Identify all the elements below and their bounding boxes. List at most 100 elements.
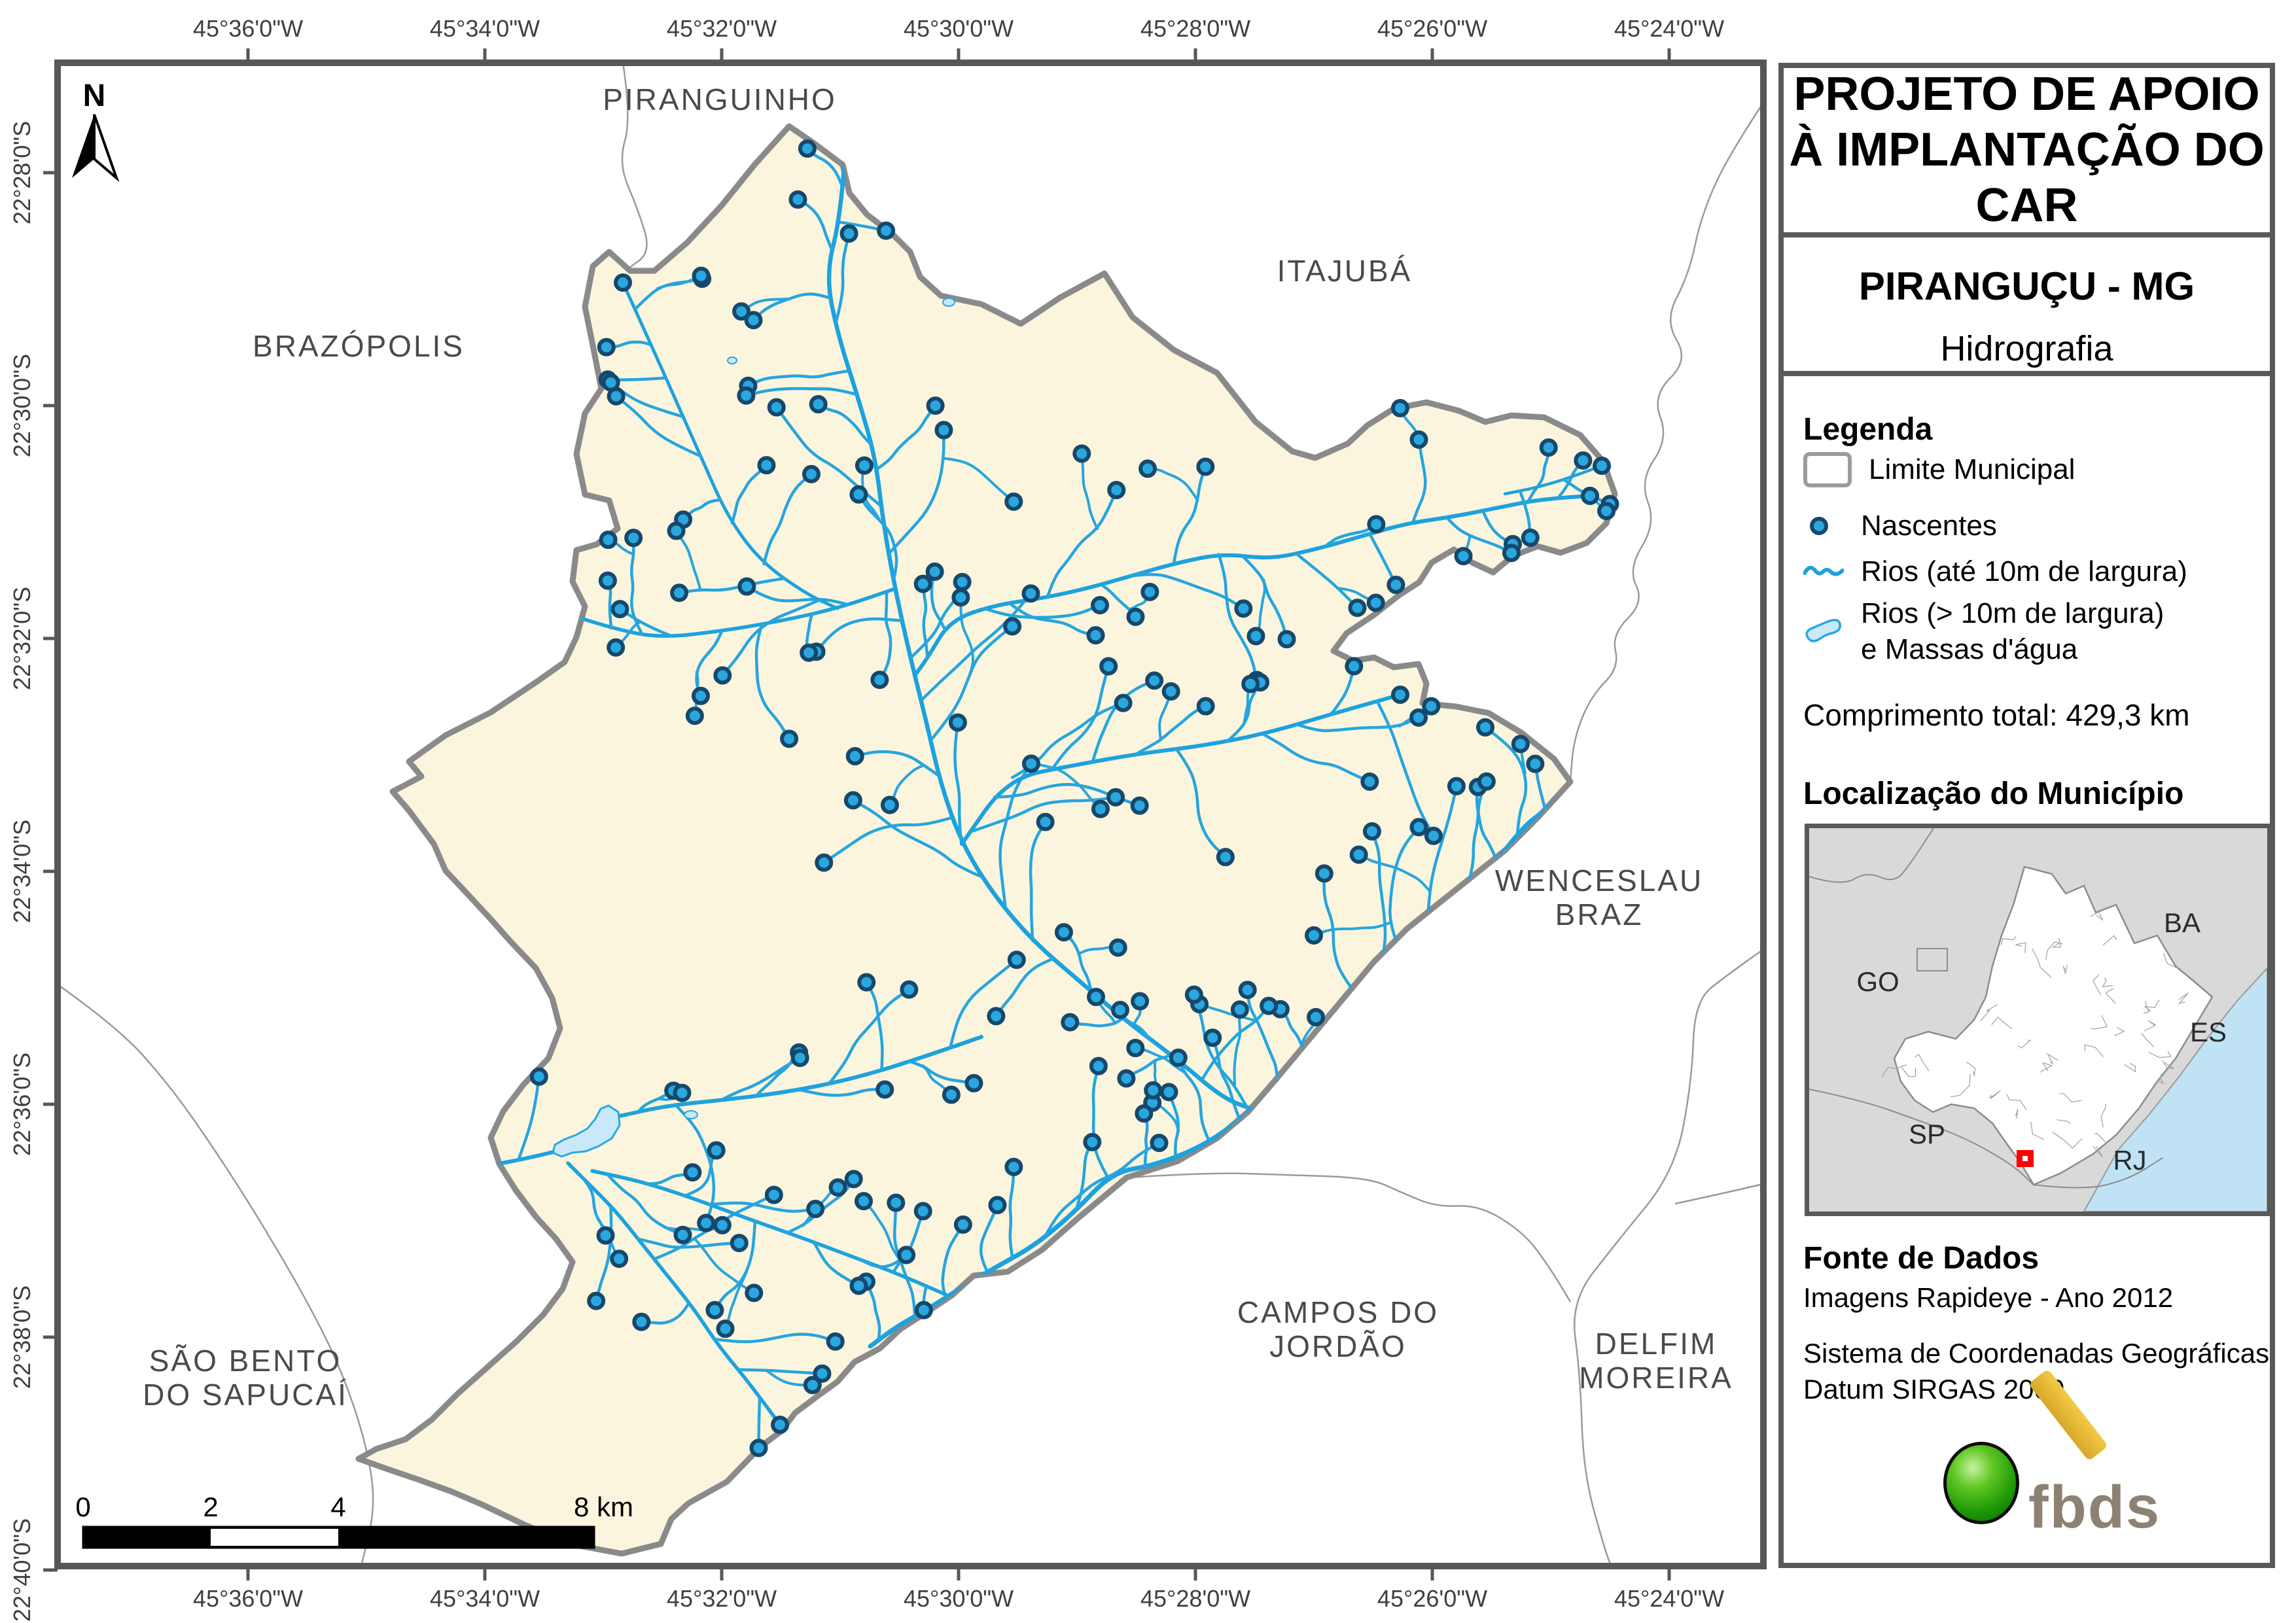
nascente-dot [596,1226,615,1245]
nascente-dot [1196,457,1215,476]
nascente-dot [1386,576,1405,595]
nascente-dot [607,387,626,406]
nascente-dot [870,671,889,689]
latitude-label: 22°36'0"S [9,1053,35,1156]
longitude-label: 45°34'0"W [430,1585,540,1612]
nascente-dot [1246,627,1265,646]
neighbor-label: JORDÃO [1269,1329,1407,1363]
longitude-label: 45°36'0"W [193,1585,303,1612]
state-label: BA [2164,907,2200,938]
spring-dot-icon [1810,516,1828,535]
latitude-label: 22°38'0"S [9,1285,35,1389]
water-body-icon [1805,619,1841,642]
nascente-dot [951,588,970,607]
north-arrow-icon [72,114,94,178]
longitude-label: 45°28'0"W [1140,15,1250,42]
nascente-dot [1150,1134,1169,1153]
nascente-dot [685,707,704,725]
nascente-dot [1108,938,1127,957]
nascente-dot [737,577,756,596]
nascente-dot [1086,626,1105,645]
nascente-dot [849,485,868,504]
longitude-label: 45°36'0"W [193,15,303,42]
nascente-dot [598,571,617,590]
nascente-dot [692,266,711,285]
nascente-dot [813,1364,832,1383]
nascente-dot [855,456,874,475]
nascente-dot [1277,630,1296,649]
nascente-dot [767,398,786,417]
nascente-dot [1184,985,1203,1004]
longitude-label: 45°32'0"W [667,1585,777,1612]
scale-bar [82,1526,595,1549]
nascente-dot [857,973,876,992]
nascente-dot [771,1416,789,1434]
nascente-dot [1574,451,1593,470]
latitude-label: 22°40'0"S [9,1518,35,1622]
nascente-dot [1107,481,1126,500]
nascente-dot [1072,444,1091,463]
nascente-dot [1409,430,1428,449]
legend-item-nascentes: Nascentes [1803,508,1997,544]
municipality-box: PIRANGUÇU - MG Hidrografia [1784,237,2270,376]
latitude-label: 22°28'0"S [9,121,35,224]
longitude-label: 45°26'0"W [1377,1585,1487,1612]
scale-label: 2 [203,1492,218,1522]
municipal-boundary-icon [1803,451,1852,487]
river-line-icon [1803,565,1844,576]
nascente-dot [1345,657,1364,676]
nascente-dot [1036,812,1055,831]
nascente-dot [1454,547,1473,566]
neighbor-label: BRAZÓPOLIS [253,329,465,363]
data-source-heading: Fonte de Dados [1803,1241,2040,1276]
nascente-dot [1348,599,1367,618]
nascente-dot [1539,438,1558,457]
nascente-dot [802,464,821,483]
longitude-label: 45°34'0"W [430,15,540,42]
data-source-line1: Imagens Rapideye - Ano 2012 [1803,1282,2174,1313]
legend-label: Rios (> 10m de largura) e Massas d'água [1861,597,2164,665]
nascente-dot [815,853,834,872]
nascente-dot [914,1300,933,1319]
nascente-dot [1521,528,1540,547]
nascente-dot [1241,674,1260,693]
nascente-dot [953,1215,972,1234]
logo-globe-icon [1943,1442,2019,1524]
nascente-dot [875,1080,894,1099]
nascente-dot [1004,1157,1023,1176]
total-length: Comprimento total: 429,3 km [1803,698,2190,732]
legend-item-limite: Limite Municipal [1803,451,2075,487]
legend-item-rios: Rios (até 10m de largura) [1803,553,2187,589]
nascente-dot [1126,607,1145,626]
nascente-dot [610,1249,629,1268]
nascente-dot [614,273,632,292]
nascente-dot [716,1319,735,1338]
nascente-dot [1238,981,1257,1000]
nascente-dot [713,666,732,685]
nascente-dot [1196,697,1215,716]
longitude-label: 45°28'0"W [1140,1585,1250,1612]
nascente-dot [877,221,896,240]
nascente-dot [798,139,817,158]
location-heading: Localização do Município [1803,777,2184,811]
nascente-dot [1360,772,1379,791]
nascente-dot [1135,1104,1154,1123]
nascente-dot [913,574,932,593]
map-theme: Hidrografia [1940,329,2113,368]
nascente-dot [1367,515,1386,534]
neighbor-label: DO SAPUCAÍ [143,1378,348,1412]
nascente-dot [1054,923,1073,942]
nascente-dot [942,1085,961,1104]
nascente-dot [624,529,643,548]
nascente-dot [1260,996,1279,1015]
nascente-dot [713,1215,732,1234]
logo-text: fbds [2028,1474,2161,1541]
nascente-dot [1061,1013,1080,1032]
nascente-dot [1117,1069,1136,1088]
nascente-dot [1349,845,1368,864]
nascente-dot [1131,992,1150,1011]
nascente-dot [845,746,864,765]
nascente-dot [880,795,899,814]
nascente-dot [988,1196,1007,1215]
